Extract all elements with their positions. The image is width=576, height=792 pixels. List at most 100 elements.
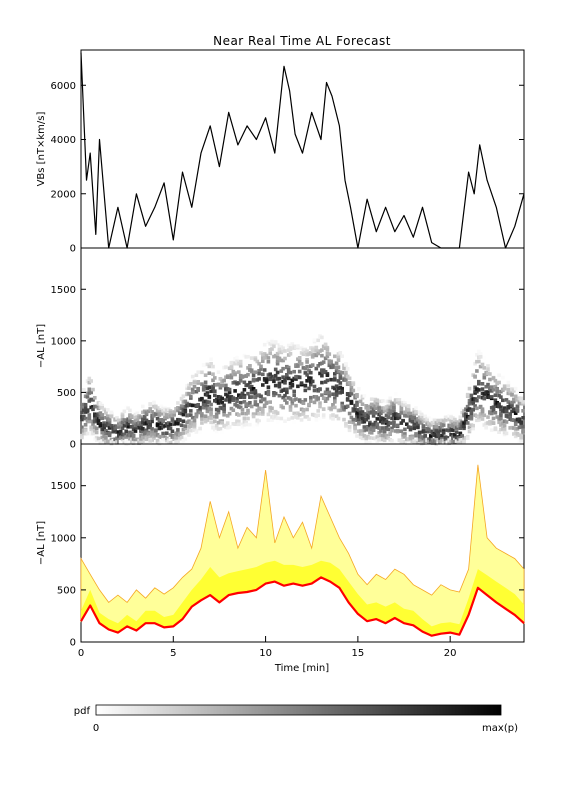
pdf-cell	[266, 389, 271, 394]
pdf-cell	[205, 386, 210, 391]
pdf-cell	[192, 384, 197, 389]
pdf-cell	[268, 377, 272, 382]
pdf-cell	[443, 415, 448, 420]
pdf-cell	[266, 418, 271, 422]
pdf-cell	[93, 437, 97, 441]
pdf-cell	[427, 427, 431, 431]
pdf-cell	[493, 378, 498, 383]
pdf-cell	[491, 376, 496, 381]
pdf-cell	[423, 429, 427, 434]
pdf-cell	[104, 436, 108, 440]
pdf-cell	[120, 437, 125, 442]
pdf-cell	[495, 381, 499, 386]
pdf-cell	[310, 379, 315, 384]
pdf-cell	[216, 370, 221, 374]
pdf-cell	[231, 398, 236, 402]
pdf-cell	[181, 438, 186, 443]
pdf-cell	[521, 424, 525, 429]
pdf-cell	[502, 424, 507, 428]
pdf-cell	[93, 396, 97, 400]
pdf-cell	[294, 345, 298, 350]
pdf-cell	[270, 406, 274, 411]
pdf-cell	[316, 397, 320, 401]
x-tick-label: 20	[444, 648, 457, 659]
pdf-cell	[251, 387, 256, 391]
al-forecast-panel: 0 500 1000 1500 0 5 10 15 20 −AL [nT] Time [min…	[36, 443, 525, 674]
pdf-cell	[441, 419, 446, 424]
pdf-cell	[344, 370, 348, 375]
pdf-cell	[309, 370, 313, 375]
pdf-cell	[333, 378, 337, 382]
pdf-cell	[218, 385, 223, 390]
pdf-cell	[83, 410, 88, 414]
pdf-cell	[240, 411, 245, 416]
pdf-cell	[165, 408, 169, 413]
pdf-cell	[397, 398, 402, 402]
pdf-cell	[189, 428, 193, 433]
pdf-cell	[491, 408, 496, 412]
pdf-cell	[85, 395, 90, 399]
vbs-series	[80, 52, 525, 249]
pdf-cell	[469, 393, 474, 398]
pdf-cell	[257, 371, 261, 376]
pdf-cell	[189, 394, 193, 399]
pdf-cell	[351, 417, 356, 422]
pdf-cell	[471, 423, 475, 428]
pdf-cell	[417, 415, 422, 420]
pdf-cell	[406, 408, 411, 412]
pdf-cell	[237, 419, 241, 424]
pdf-cell	[89, 390, 93, 395]
pdf-cell	[172, 422, 176, 426]
pdf-cell	[414, 440, 418, 445]
pdf-cell	[194, 413, 199, 417]
pdf-cell	[502, 419, 507, 423]
pdf-cell	[207, 371, 212, 375]
pdf-cell	[190, 374, 195, 379]
pdf-cell	[454, 426, 459, 430]
pdf-cell	[124, 435, 128, 439]
pdf-cell	[246, 416, 250, 421]
pdf-cell	[338, 381, 343, 385]
pdf-cell	[246, 354, 250, 359]
pdf-cell	[377, 406, 381, 411]
pdf-cell	[427, 439, 431, 444]
pdf-cell	[91, 407, 95, 412]
pdf-cell	[279, 369, 284, 373]
pdf-cell	[128, 416, 132, 420]
pdf-cell	[218, 427, 223, 431]
pdf-cell	[262, 356, 267, 360]
pdf-cell	[216, 420, 221, 425]
pdf-cell	[373, 397, 378, 402]
pdf-cell	[109, 412, 114, 416]
pdf-cell	[229, 361, 234, 365]
pdf-cell	[176, 421, 180, 426]
pdf-cell	[499, 427, 503, 432]
pdf-cell	[458, 432, 463, 436]
pdf-cell	[213, 383, 217, 387]
y-tick-label: 500	[57, 388, 76, 399]
pdf-cell	[246, 391, 250, 396]
pdf-cell	[185, 413, 189, 418]
pdf-cell	[246, 403, 250, 407]
pdf-cell	[502, 430, 507, 435]
pdf-cell	[144, 428, 149, 433]
pdf-cell	[255, 403, 260, 407]
pdf-cell	[349, 392, 354, 396]
pdf-cell	[165, 415, 169, 420]
pdf-cell	[272, 344, 276, 349]
pdf-cell	[279, 341, 284, 346]
pdf-cell	[320, 380, 324, 385]
pdf-cell	[106, 414, 110, 418]
pdf-cell	[148, 435, 152, 440]
pdf-cell	[218, 399, 223, 403]
pdf-cell	[441, 423, 446, 427]
pdf-cell	[473, 385, 477, 390]
pdf-cell	[189, 382, 193, 386]
pdf-cell	[246, 372, 250, 377]
pdf-cell	[513, 386, 518, 391]
pdf-cell	[371, 436, 376, 440]
pdf-cell	[213, 393, 217, 398]
pdf-cell	[96, 402, 101, 406]
pdf-cell	[249, 395, 254, 399]
pdf-cell	[388, 431, 392, 436]
